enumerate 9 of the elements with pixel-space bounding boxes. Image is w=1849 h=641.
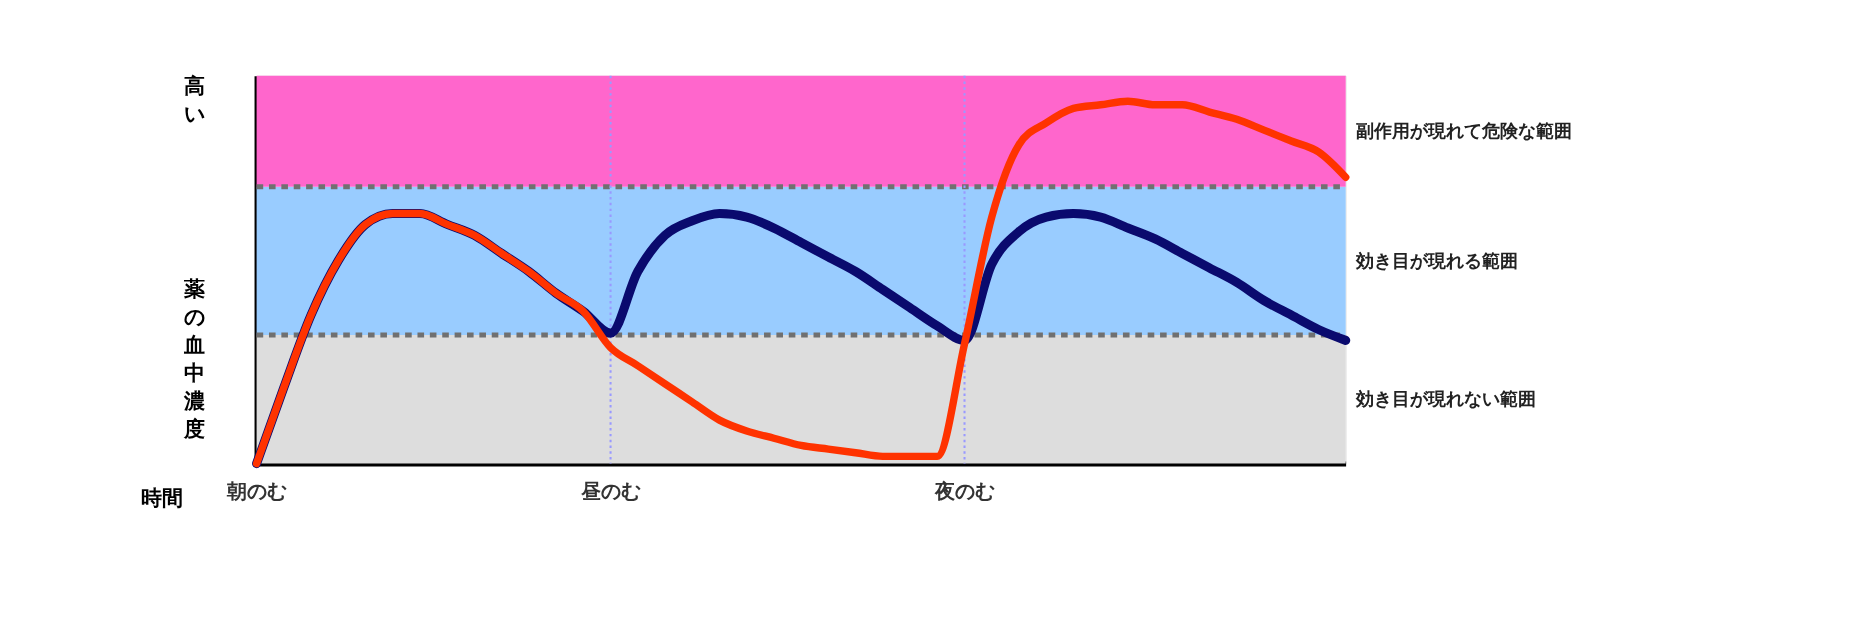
y-axis-title: 薬の血中濃度 bbox=[183, 275, 206, 441]
band-label: 副作用が現れて危険な範囲 bbox=[1355, 120, 1572, 142]
x-tick-label: 朝のむ bbox=[226, 479, 288, 503]
x-axis-title: 時間 bbox=[140, 484, 183, 510]
x-tick-label: 昼のむ bbox=[579, 479, 641, 503]
band-label: 効き目が現れない範囲 bbox=[1354, 388, 1536, 410]
band-label: 効き目が現れる範囲 bbox=[1354, 249, 1518, 271]
text: 高い bbox=[183, 73, 206, 127]
x-tick-label: 夜のむ bbox=[933, 479, 995, 503]
